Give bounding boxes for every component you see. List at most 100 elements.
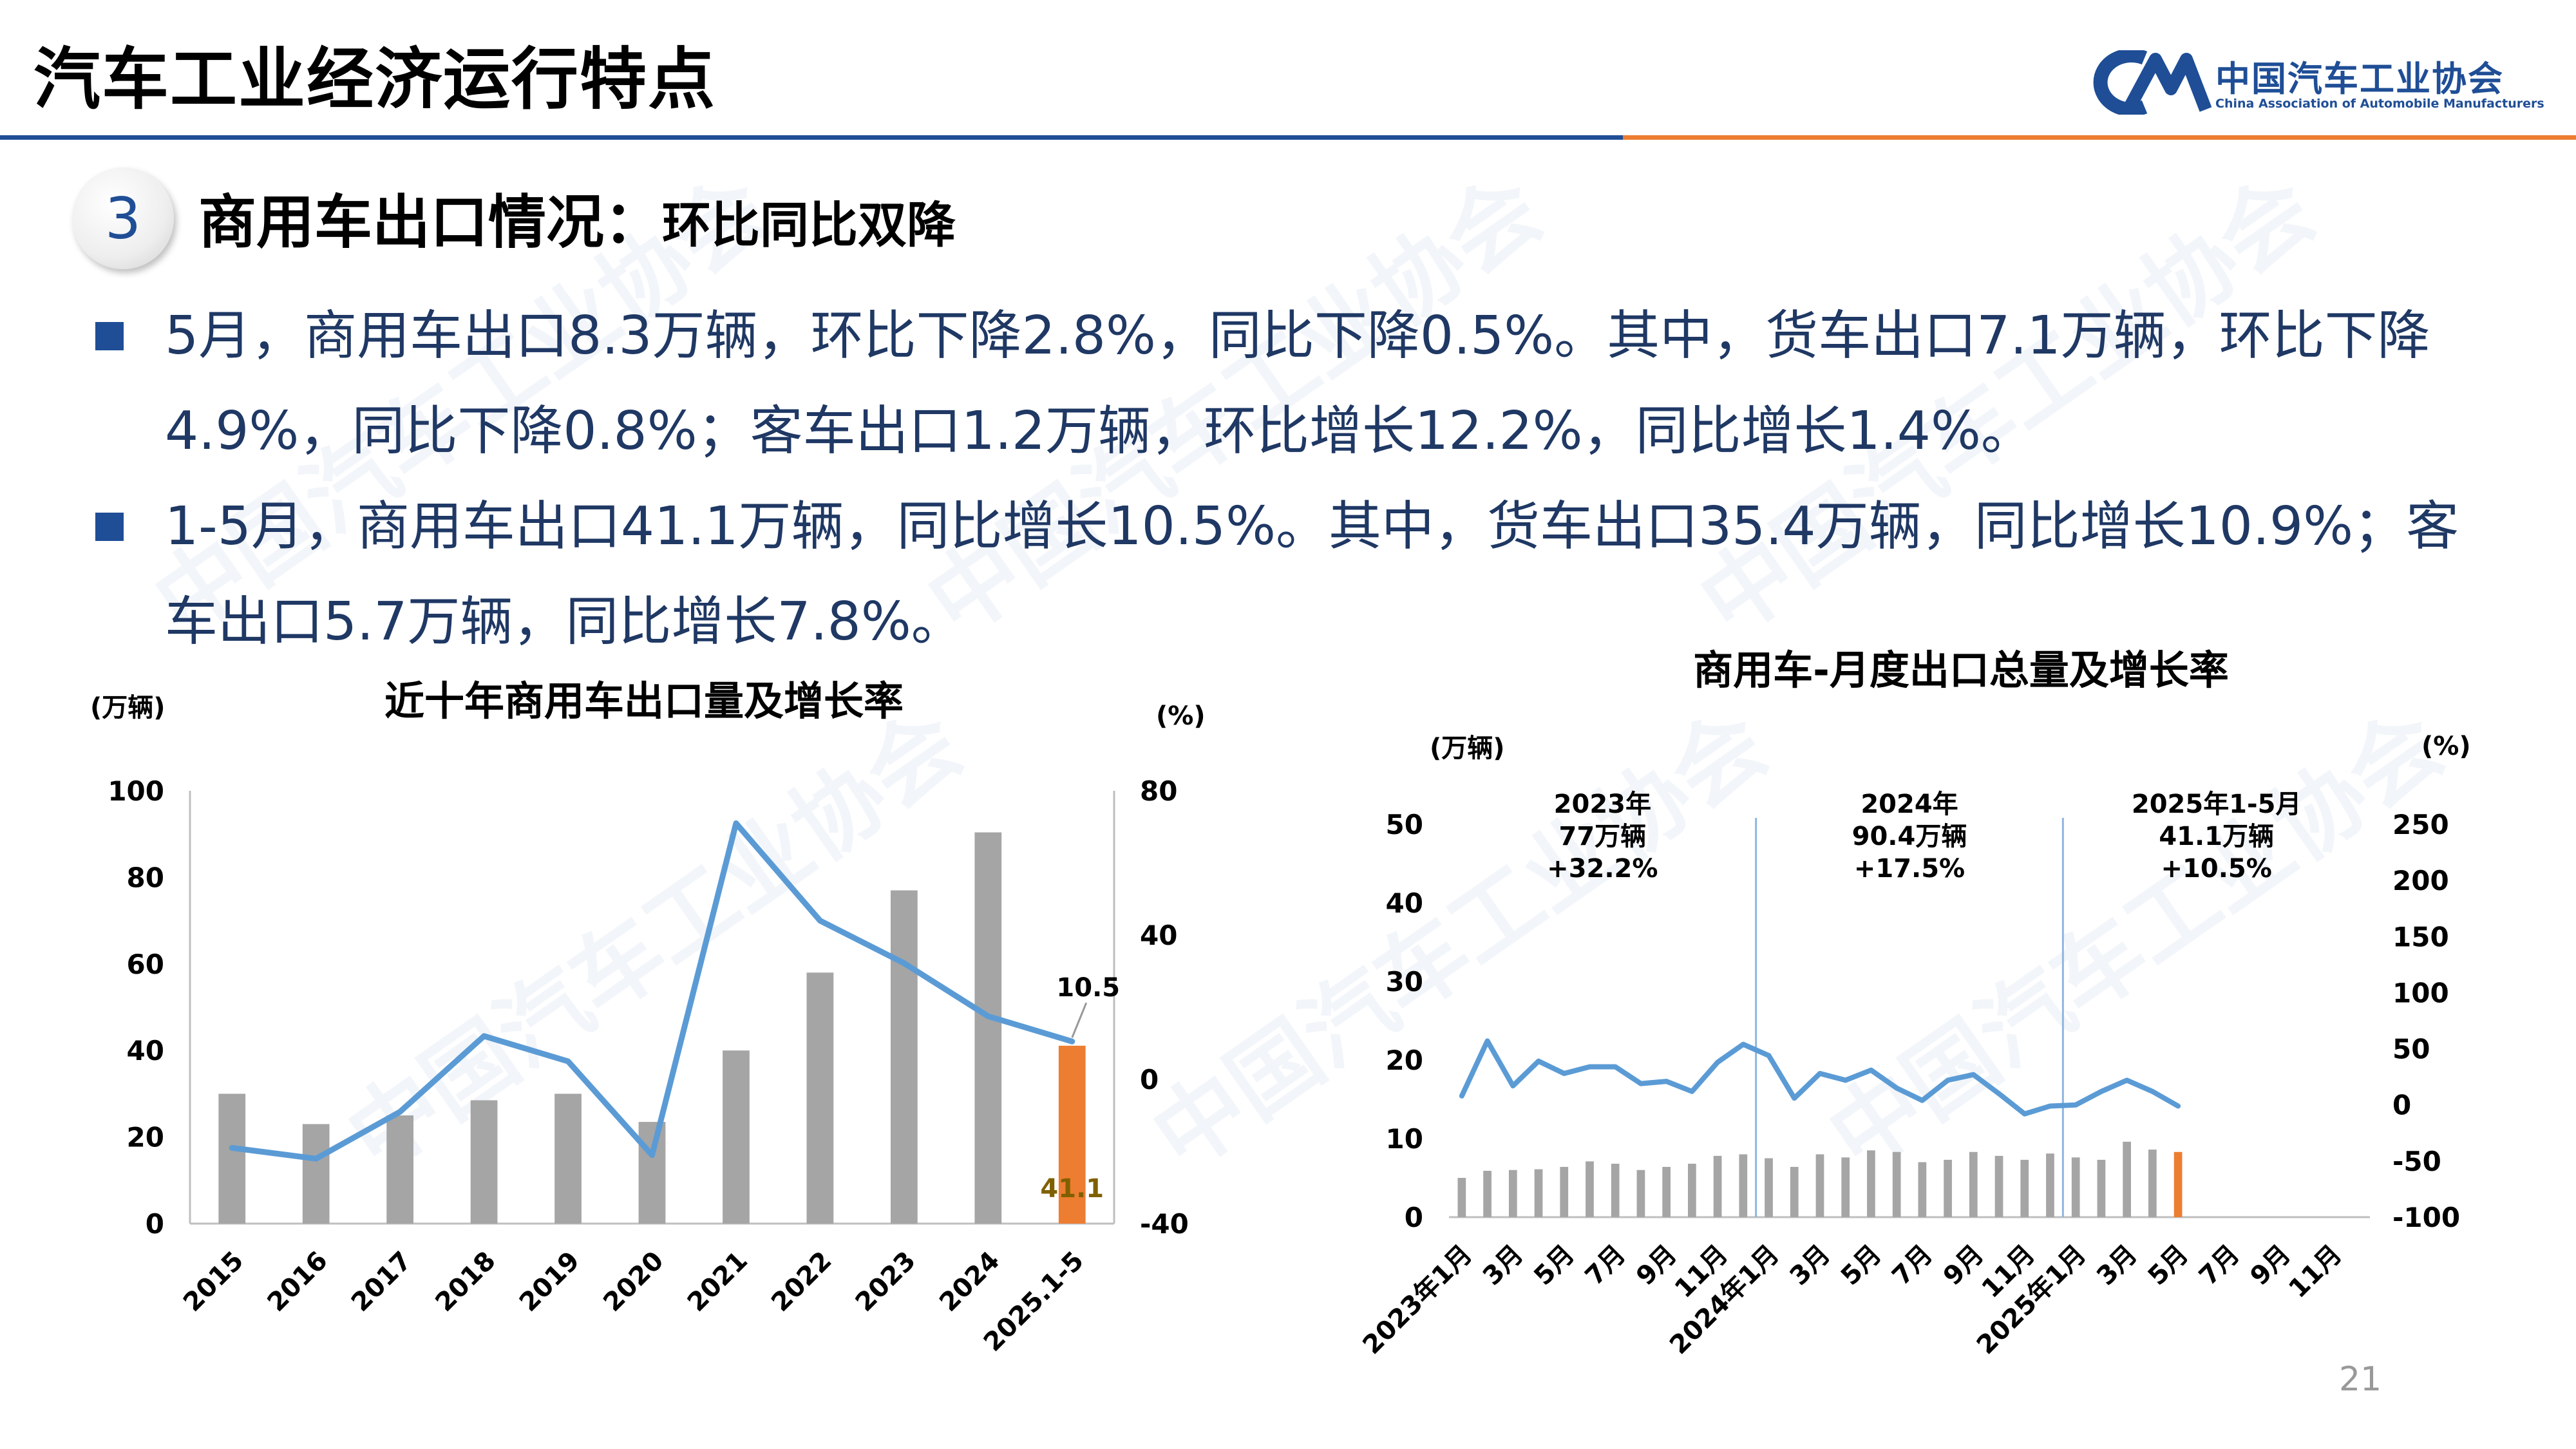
bar	[2123, 1141, 2131, 1217]
y-right-tick-label: 200	[2392, 865, 2449, 896]
bar	[1867, 1150, 1875, 1217]
caam-logo: 中国汽车工业协会 China Association of Automobile…	[2083, 45, 2544, 116]
bar	[1662, 1166, 1671, 1217]
y-right-tick-label: 0	[2392, 1090, 2411, 1121]
line-data-label: 10.5	[1056, 973, 1120, 1003]
bullet-square-icon	[95, 513, 124, 541]
bar	[386, 1115, 414, 1224]
x-tick-label: 2019	[514, 1246, 585, 1318]
annotation-growth: +17.5%	[1854, 854, 1965, 884]
bar	[1892, 1151, 1901, 1217]
left-axis-unit: (万辆)	[90, 693, 166, 723]
bar	[638, 1122, 666, 1224]
header-rule-orange	[1623, 135, 2576, 140]
growth-rate-line	[1459, 1038, 2181, 1117]
y-left-tick-label: 40	[1386, 887, 1423, 919]
x-tick-label: 2017	[346, 1246, 417, 1318]
bar	[302, 1124, 330, 1224]
bar	[1994, 1155, 2003, 1217]
bar	[1713, 1155, 1722, 1217]
x-tick-label: 2022	[766, 1246, 837, 1318]
x-tick-label: 7月	[1580, 1240, 1631, 1291]
x-tick-label: 5月	[1528, 1240, 1580, 1291]
bullet-text: 1-5月，商用车出口41.1万辆，同比增长10.5%。其中，货车出口35.4万辆…	[165, 496, 2459, 652]
x-tick-label: 5月	[2143, 1240, 2194, 1291]
x-tick-label: 2023	[850, 1246, 922, 1318]
y-right-tick-label: 100	[2392, 977, 2449, 1009]
annotation-volume: 77万辆	[1558, 822, 1646, 851]
x-tick-label: 11月	[2283, 1240, 2347, 1304]
annotation-volume: 90.4万辆	[1852, 822, 1967, 851]
bar	[1483, 1171, 1492, 1217]
bar	[1815, 1154, 1824, 1217]
monthly-export-chart: 商用车-月度出口总量及增长率 (万辆) (%) 0 10 20 30 40 50 -100 -…	[1357, 647, 2471, 1360]
y-right-tick-label: -100	[2392, 1202, 2460, 1233]
x-tick-label: 7月	[1886, 1240, 1938, 1291]
page-number: 21	[2339, 1360, 2382, 1399]
bullet-item: 5月，商用车出口8.3万辆，环比下降2.8%，同比下降0.5%。其中，货车出口7…	[95, 289, 2496, 479]
y-left-tick-label: 60	[127, 949, 164, 980]
y-right-tick-label: -40	[1140, 1208, 1189, 1240]
annotation-year: 2024年	[1861, 790, 1958, 819]
bar	[1058, 1045, 1086, 1224]
bar	[218, 1094, 246, 1224]
bar	[2097, 1159, 2106, 1217]
y-right-tick-label: 0	[1140, 1064, 1159, 1095]
bullet-text: 5月，商用车出口8.3万辆，环比下降2.8%，同比下降0.5%。其中，货车出口7…	[165, 305, 2430, 462]
bar	[2046, 1153, 2054, 1217]
year-annotation: 2023年 77万辆 +32.2%	[1547, 790, 1658, 884]
header-rule-blue	[0, 135, 2576, 140]
y-right-tick-label: 50	[2392, 1034, 2430, 1065]
bar	[1560, 1166, 1569, 1217]
growth-rate-line	[229, 820, 1075, 1162]
right-axis-unit: (%)	[2421, 732, 2471, 761]
bar	[1969, 1151, 1978, 1217]
section-title-sub: 环比同比双降	[662, 196, 956, 254]
bar	[1765, 1158, 1773, 1217]
bar	[1688, 1164, 1696, 1217]
y-left-tick-label: 10	[1386, 1123, 1423, 1155]
bar	[806, 972, 834, 1224]
bar	[974, 832, 1002, 1224]
x-tick-label: 3月	[1477, 1240, 1529, 1291]
year-annotation: 2025年1-5月 41.1万辆 +10.5%	[2132, 790, 2302, 884]
x-tick-label: 3月	[1785, 1240, 1836, 1291]
x-tick-label: 2016	[262, 1246, 334, 1318]
y-left-tick-label: 100	[108, 775, 164, 807]
bar	[1508, 1170, 1517, 1217]
bar	[2174, 1151, 2183, 1217]
y-right-tick-label: 80	[1140, 775, 1177, 807]
bar	[1457, 1178, 1466, 1217]
y-right-tick-label: 40	[1140, 920, 1177, 951]
bar	[470, 1100, 498, 1224]
x-tick-label: 3月	[2091, 1240, 2143, 1291]
slide-title: 汽车工业经济运行特点	[33, 40, 717, 118]
y-right-tick-label: 150	[2392, 921, 2449, 952]
y-left-tick-label: 80	[127, 862, 164, 893]
x-tick-label: 7月	[2193, 1240, 2245, 1291]
annotation-year: 2025年1-5月	[2132, 790, 2302, 819]
bar	[1739, 1154, 1748, 1217]
right-axis-unit: (%)	[1156, 701, 1206, 731]
bar	[1790, 1166, 1799, 1217]
x-tick-label: 5月	[1835, 1240, 1887, 1291]
x-tick-label: 2018	[430, 1246, 501, 1318]
bullet-item: 1-5月，商用车出口41.1万辆，同比增长10.5%。其中，货车出口35.4万辆…	[95, 479, 2496, 670]
y-left-tick-label: 20	[127, 1122, 164, 1153]
bar	[1636, 1170, 1645, 1217]
x-tick-label: 2020	[598, 1246, 669, 1318]
y-left-tick-label: 40	[127, 1035, 164, 1066]
annotation-year: 2023年	[1554, 790, 1651, 819]
bar	[1534, 1169, 1543, 1217]
annual-export-chart: 近十年商用车出口量及增长率 (万辆) (%) 0 20 40 60 80 100 -40 0 4…	[90, 677, 1206, 1358]
bar	[554, 1094, 582, 1224]
bar	[890, 890, 918, 1224]
y-right-tick-label: -50	[2392, 1146, 2441, 1177]
logo-chinese-name: 中国汽车工业协会	[2215, 59, 2504, 99]
x-tick-label: 2015	[178, 1246, 249, 1318]
bar	[1841, 1157, 1850, 1217]
bar	[2071, 1157, 2080, 1217]
line-label-leader	[1071, 1002, 1088, 1038]
bar	[1586, 1161, 1594, 1217]
caam-logo-mark	[2093, 50, 2212, 115]
